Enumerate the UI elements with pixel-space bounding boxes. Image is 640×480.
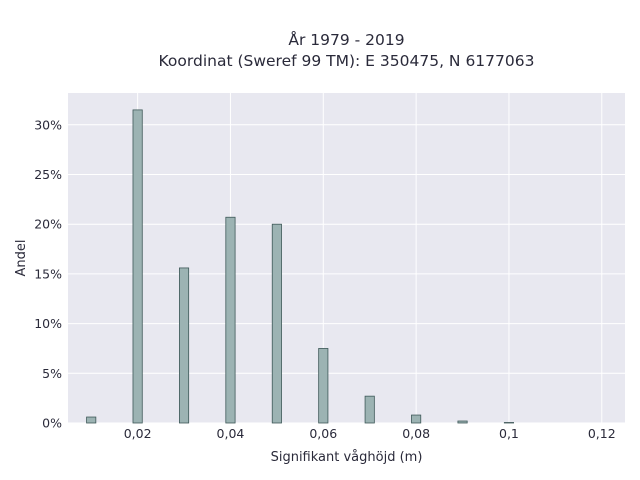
y-axis-label: Andel [14, 240, 29, 277]
y-tick-label: 0% [42, 416, 62, 431]
x-tick-label: 0,06 [309, 426, 337, 441]
y-tick-label: 30% [34, 117, 62, 132]
chart-title-line-1: År 1979 - 2019 [288, 30, 404, 49]
x-tick-labels: 0,02 0,04 0,06 0,08 0,1 0,12 [124, 426, 616, 441]
bar [225, 216, 236, 424]
bar [132, 109, 143, 424]
bar [364, 395, 375, 424]
bar [86, 416, 97, 424]
y-tick-label: 5% [42, 366, 62, 381]
bar [271, 223, 282, 424]
grid [68, 93, 625, 424]
bar [457, 420, 468, 424]
x-tick-label: 0,02 [124, 426, 152, 441]
bars [86, 109, 515, 424]
y-tick-label: 20% [34, 217, 62, 232]
y-tick-labels: 0% 5% 10% 15% 20% 25% 30% [34, 117, 62, 430]
x-tick-label: 0,08 [402, 426, 430, 441]
x-tick-label: 0,1 [499, 426, 519, 441]
x-tick-label: 0,04 [217, 426, 245, 441]
y-tick-label: 25% [34, 167, 62, 182]
plot-background [68, 93, 625, 423]
bar [411, 414, 422, 424]
bar [178, 267, 190, 424]
bar [318, 348, 329, 424]
y-tick-label: 10% [34, 316, 62, 331]
x-axis-label: Signifikant våghöjd (m) [271, 450, 423, 465]
y-tick-label: 15% [34, 266, 62, 281]
x-tick-label: 0,12 [588, 426, 616, 441]
chart-title-line-2: Koordinat (Sweref 99 TM): E 350475, N 61… [159, 52, 535, 70]
